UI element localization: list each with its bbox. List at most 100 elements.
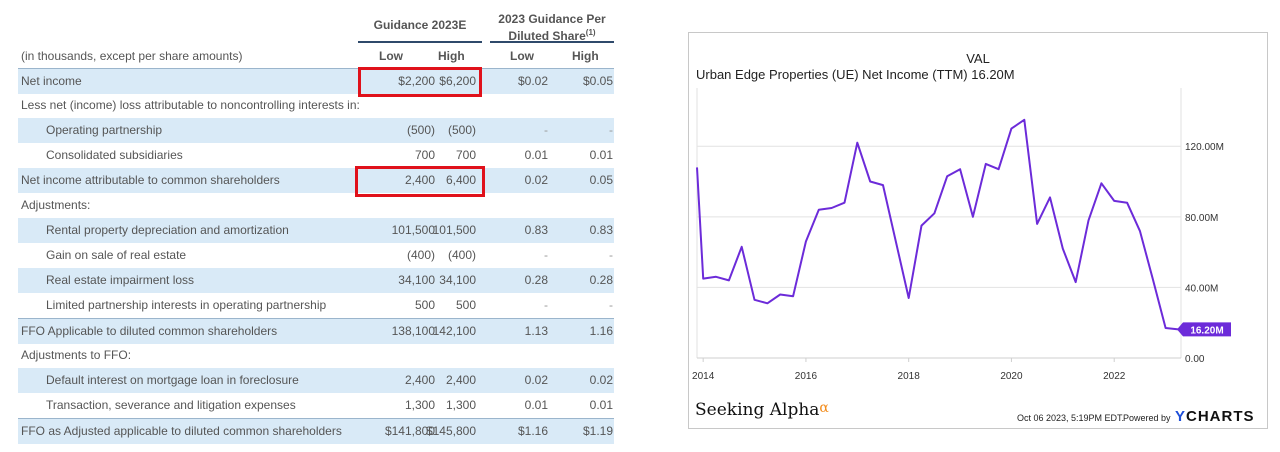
cell-guidance-low: 700: [414, 148, 435, 162]
cell-guidance-low: $141,800: [384, 424, 435, 438]
x-tick-label: 2020: [1000, 371, 1023, 382]
highlight-net-income: [358, 67, 482, 97]
cell-per-share-low: 0.02: [524, 173, 548, 187]
cell-guidance-low: 2,400: [404, 373, 435, 387]
cell-guidance-low: 1,300: [404, 398, 435, 412]
cell-guidance-high: 34,100: [439, 273, 476, 287]
table-row: Net income attributable to common shareh…: [18, 168, 614, 193]
table-row: Default interest on mortgage loan in for…: [18, 368, 614, 393]
header-per-share-line2: Diluted Share: [508, 29, 586, 43]
cell-per-share-high: -: [609, 298, 613, 312]
chart-subtitle: Urban Edge Properties (UE) Net Income (T…: [696, 67, 1015, 82]
header-underline-guidance: [358, 41, 482, 43]
cell-guidance-low: 2,400: [404, 173, 435, 187]
table-row: Less net (income) loss attributable to n…: [18, 93, 614, 118]
row-label: Default interest on mortgage loan in for…: [46, 373, 299, 387]
row-label: Real estate impairment loss: [46, 273, 195, 287]
ycharts-logo: YCHARTS: [1175, 408, 1255, 425]
cell-guidance-low: 500: [414, 298, 435, 312]
cell-guidance-low: 101,500: [391, 223, 435, 237]
x-tick-label: 2022: [1103, 371, 1126, 382]
col-high-per-share: High: [572, 49, 599, 63]
cell-guidance-high: 101,500: [432, 223, 476, 237]
table-row: Consolidated subsidiaries 700 700 0.01 0.01: [18, 143, 614, 168]
y-tick-label: 0.00: [1185, 354, 1205, 365]
x-tick-label: 2014: [692, 371, 715, 382]
chart-timestamp: Oct 06 2023, 5:19PM EDT.: [1017, 413, 1125, 423]
cell-per-share-high: 0.05: [589, 173, 613, 187]
cell-per-share-low: 0.01: [524, 148, 548, 162]
row-label: Net income attributable to common shareh…: [21, 173, 280, 187]
cell-per-share-high: 0.83: [589, 223, 613, 237]
y-tick-label: 40.00M: [1185, 283, 1218, 294]
ycharts-logo-y: Y: [1175, 408, 1187, 425]
cell-guidance-high: (400): [447, 248, 476, 262]
cell-per-share-high: 0.02: [589, 373, 613, 387]
cell-per-share-high: 0.28: [589, 273, 613, 287]
cell-per-share-high: -: [609, 123, 613, 137]
cell-guidance-high: 700: [455, 148, 476, 162]
powered-by-label: Powered by: [1123, 413, 1171, 423]
highlight-net-income-common: [355, 166, 485, 197]
cell-per-share-high: $1.19: [582, 424, 613, 438]
row-label: Less net (income) loss attributable to n…: [21, 98, 360, 112]
row-label: Gain on sale of real estate: [46, 248, 187, 262]
header-per-share-line1: 2023 Guidance Per: [498, 12, 606, 26]
cell-guidance-low: (400): [406, 248, 435, 262]
cell-guidance-high: (500): [447, 123, 476, 137]
cell-per-share-low: $0.02: [517, 74, 548, 88]
table-row: Rental property depreciation and amortiz…: [18, 218, 614, 243]
last-value-badge: [1177, 322, 1231, 337]
cell-per-share-high: 0.01: [589, 148, 613, 162]
cell-guidance-low: (500): [406, 123, 435, 137]
alpha-symbol: α: [819, 400, 829, 416]
row-label: Net income: [21, 74, 82, 88]
x-tick-label: 2018: [898, 371, 921, 382]
row-label: Adjustments:: [21, 198, 91, 212]
cell-per-share-low: $1.16: [517, 424, 548, 438]
cell-per-share-low: 0.02: [524, 373, 548, 387]
cell-per-share-low: -: [544, 298, 548, 312]
col-low-guidance: Low: [379, 49, 403, 63]
table-row: Adjustments:: [18, 193, 614, 218]
row-label: Adjustments to FFO:: [21, 348, 132, 362]
cell-guidance-high: 142,100: [432, 324, 476, 338]
cell-per-share-low: 0.28: [524, 273, 548, 287]
table-row: Gain on sale of real estate (400) (400) - -: [18, 243, 614, 268]
col-low-per-share: Low: [510, 49, 534, 63]
row-label: Limited partnership interests in operati…: [46, 298, 327, 312]
header-footnote: (1): [585, 28, 596, 37]
cell-guidance-high: 6,400: [445, 173, 476, 187]
table-row: FFO Applicable to diluted common shareho…: [18, 318, 614, 344]
cell-guidance-high: 2,400: [445, 373, 476, 387]
cell-guidance-low: $2,200: [398, 74, 435, 88]
table-row: Operating partnership (500) (500) - -: [18, 118, 614, 143]
cell-guidance-high: 1,300: [445, 398, 476, 412]
table-row: Net income $2,200 $6,200 $0.02 $0.05: [18, 68, 614, 94]
last-value-label: 16.20M: [1190, 325, 1223, 336]
table-row: Adjustments to FFO:: [18, 343, 614, 368]
cell-guidance-low: 138,100: [391, 324, 435, 338]
y-tick-label: 80.00M: [1185, 213, 1218, 224]
cell-per-share-high: $0.05: [582, 74, 613, 88]
row-label: Operating partnership: [46, 123, 163, 137]
net-income-chart: VAL Urban Edge Properties (UE) Net Incom…: [688, 32, 1268, 429]
table-row: Limited partnership interests in operati…: [18, 293, 614, 318]
table-row: FFO as Adjusted applicable to diluted co…: [18, 418, 614, 444]
chart-plot: 0.00 40.00M 80.00M 120.00M 2014 2016 2018 2020 2…: [692, 88, 1231, 382]
row-label: Rental property depreciation and amortiz…: [46, 223, 289, 237]
seeking-alpha-logo: Seeking Alphaα: [695, 400, 829, 420]
y-tick-label: 120.00M: [1185, 142, 1224, 153]
x-tick-label: 2016: [795, 371, 818, 382]
header-underline-per-share: [490, 41, 614, 43]
cell-per-share-low: 0.83: [524, 223, 548, 237]
header-guidance-2023e: Guidance 2023E: [373, 18, 467, 32]
cell-per-share-low: 1.13: [524, 324, 548, 338]
cell-per-share-low: 0.01: [524, 398, 548, 412]
row-label: FFO as Adjusted applicable to diluted co…: [21, 424, 342, 438]
cell-per-share-high: 1.16: [589, 324, 613, 338]
ffo-guidance-table: Guidance 2023E 2023 Guidance Per Diluted…: [0, 0, 630, 452]
row-label: FFO Applicable to diluted common shareho…: [21, 324, 278, 338]
units-label: (in thousands, except per share amounts): [21, 49, 243, 63]
table-row: Transaction, severance and litigation ex…: [18, 393, 614, 418]
